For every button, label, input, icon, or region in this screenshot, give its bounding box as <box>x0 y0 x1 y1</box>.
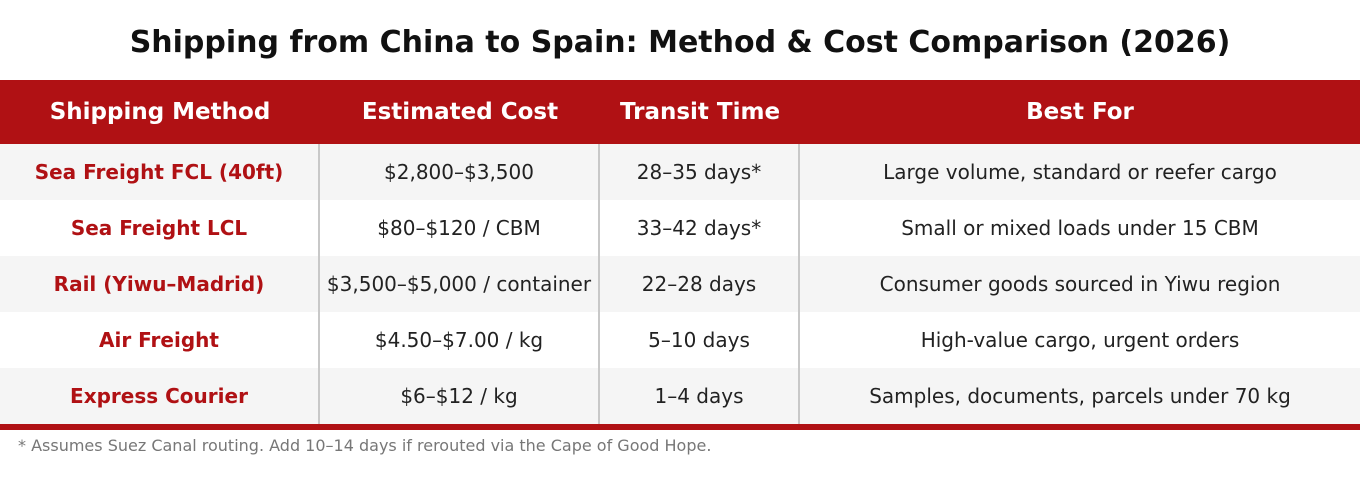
cost-cell: $3,500–$5,000 / container <box>320 256 600 312</box>
header-best-for: Best For <box>1026 99 1134 125</box>
table-row: Express Courier $6–$12 / kg 1–4 days Sam… <box>0 368 1360 424</box>
method-cell: Express Courier <box>0 368 320 424</box>
comparison-table: Shipping Method Estimated Cost Transit T… <box>0 80 1360 430</box>
cost-cell: $6–$12 / kg <box>320 368 600 424</box>
cost-cell: $4.50–$7.00 / kg <box>320 312 600 368</box>
transit-cell: 22–28 days <box>600 256 800 312</box>
method-cell: Sea Freight FCL (40ft) <box>0 144 320 200</box>
header-transit-time: Transit Time <box>619 99 781 125</box>
best-for-cell: Consumer goods sourced in Yiwu region <box>879 272 1281 296</box>
transit-cell: 1–4 days <box>600 368 800 424</box>
table-row: Sea Freight LCL $80–$120 / CBM 33–42 day… <box>0 200 1360 256</box>
cost-cell: $2,800–$3,500 <box>320 144 600 200</box>
transit-cell: 28–35 days* <box>600 144 800 200</box>
method-cell: Rail (Yiwu–Madrid) <box>0 256 320 312</box>
cost-cell: $80–$120 / CBM <box>320 200 600 256</box>
table-row: Rail (Yiwu–Madrid) $3,500–$5,000 / conta… <box>0 256 1360 312</box>
method-cell: Air Freight <box>0 312 320 368</box>
transit-cell: 33–42 days* <box>600 200 800 256</box>
table-row: Sea Freight FCL (40ft) $2,800–$3,500 28–… <box>0 144 1360 200</box>
footnote: * Assumes Suez Canal routing. Add 10–14 … <box>18 436 712 455</box>
best-for-cell: Samples, documents, parcels under 70 kg <box>869 384 1291 408</box>
table-bottom-rule <box>0 424 1360 430</box>
best-for-cell: Large volume, standard or reefer cargo <box>883 160 1277 184</box>
page-title: Shipping from China to Spain: Method & C… <box>129 25 1231 60</box>
header-shipping-method: Shipping Method <box>49 99 271 125</box>
best-for-cell: High-value cargo, urgent orders <box>920 328 1240 352</box>
table-header: Shipping Method Estimated Cost Transit T… <box>0 80 1360 144</box>
header-estimated-cost: Estimated Cost <box>361 99 559 125</box>
transit-cell: 5–10 days <box>600 312 800 368</box>
table-row: Air Freight $4.50–$7.00 / kg 5–10 days H… <box>0 312 1360 368</box>
best-for-cell: Small or mixed loads under 15 CBM <box>901 216 1259 240</box>
method-cell: Sea Freight LCL <box>0 200 320 256</box>
